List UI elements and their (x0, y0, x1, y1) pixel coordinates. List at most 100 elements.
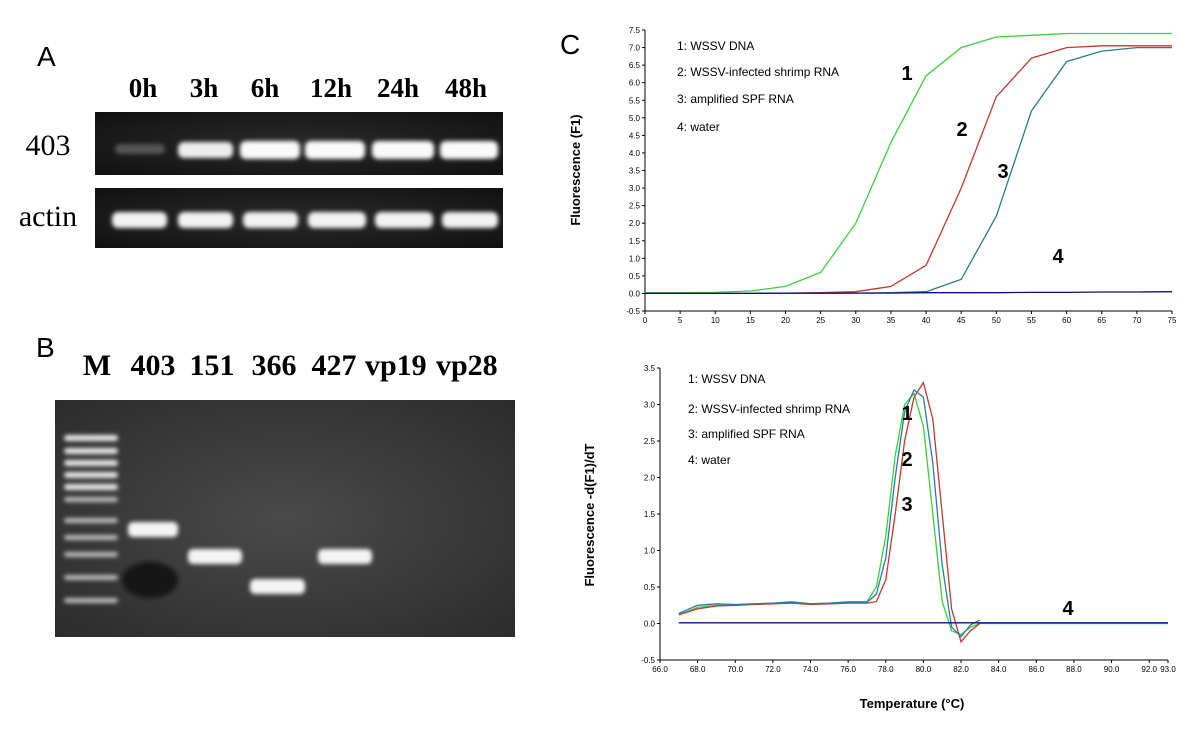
x-tick-label: 0 (643, 316, 648, 325)
x-tick-label: 84.0 (991, 665, 1007, 674)
ladder-band (64, 552, 118, 557)
y-tick-label: 1.0 (644, 547, 656, 556)
lane-label: vp19 (365, 349, 427, 382)
row-label: actin (19, 200, 77, 233)
band (128, 522, 178, 537)
panel-label: A (37, 41, 56, 72)
lane-label: M (83, 349, 111, 382)
y-tick-label: 2.0 (644, 474, 656, 483)
y-axis-label: Fluorescence (F1) (568, 114, 583, 225)
series-line (645, 32, 1172, 294)
legend-entry: 4: water (688, 453, 731, 467)
legend-entry: 4: water (677, 120, 720, 134)
ladder-band (64, 472, 118, 478)
gel-403 (95, 112, 503, 175)
band (440, 141, 498, 159)
x-tick-label: 75 (1168, 316, 1177, 325)
y-tick-label: 5.5 (629, 96, 641, 105)
legend-entry: 1: WSSV DNA (677, 39, 754, 53)
y-tick-label: 7.5 (629, 26, 641, 35)
band (318, 549, 372, 564)
x-tick-label: 93.0 (1160, 665, 1176, 674)
legend-entry: 2: WSSV-infected shrimp RNA (677, 65, 839, 79)
y-tick-label: 0.5 (644, 583, 656, 592)
series-line (645, 291, 1173, 295)
x-tick-label: 35 (886, 316, 895, 325)
y-tick-label: 1.5 (644, 510, 656, 519)
legend-entry: 3: amplified SPF RNA (677, 92, 794, 106)
band (112, 212, 167, 228)
y-tick-label: 6.0 (629, 79, 641, 88)
x-tick-label: 30 (851, 316, 860, 325)
ladder-band (64, 535, 118, 540)
gel-b (55, 400, 515, 637)
y-tick-label: 3.5 (644, 364, 656, 373)
y-tick-label: 0.5 (629, 272, 641, 281)
x-tick-label: 45 (957, 316, 966, 325)
x-tick-label: 68.0 (690, 665, 706, 674)
y-tick-label: -0.5 (626, 307, 640, 316)
x-tick-label: 66.0 (652, 665, 668, 674)
ladder (64, 435, 118, 603)
x-tick-label: 88.0 (1066, 665, 1082, 674)
band (115, 144, 165, 154)
ladder-band (64, 518, 118, 523)
band (178, 212, 233, 228)
x-tick-label: 74.0 (803, 665, 819, 674)
y-tick-label: 3.0 (644, 401, 656, 410)
ladder-band (64, 448, 118, 454)
ladder-band (64, 435, 118, 441)
band (372, 141, 434, 159)
y-tick-label: 4.5 (629, 131, 641, 140)
smear (122, 562, 178, 598)
y-tick-label: 2.5 (644, 437, 656, 446)
lane-label: 3h (190, 73, 219, 103)
x-tick-label: 70 (1132, 316, 1141, 325)
x-tick-label: 90.0 (1104, 665, 1120, 674)
band (250, 579, 305, 594)
y-tick-label: 0.0 (629, 289, 641, 298)
annotation: 1 (901, 403, 912, 425)
row-label: 403 (26, 129, 71, 162)
band (305, 141, 365, 159)
y-tick-label: -0.5 (641, 656, 655, 665)
x-tick-label: 25 (816, 316, 825, 325)
x-tick-label: 76.0 (840, 665, 856, 674)
ladder-band (64, 575, 118, 580)
band (308, 212, 366, 228)
x-tick-label: 60 (1062, 316, 1071, 325)
ladder-band (64, 598, 118, 603)
legend-entry: 2: WSSV-infected shrimp RNA (688, 402, 850, 416)
band (243, 212, 298, 228)
x-axis-label: Temperature (°C) (860, 696, 965, 711)
x-tick-label: 70.0 (727, 665, 743, 674)
band (375, 212, 433, 228)
ladder-band (64, 484, 118, 490)
annotation: 3 (901, 494, 912, 516)
x-tick-label: 40 (922, 316, 931, 325)
x-tick-label: 5 (678, 316, 683, 325)
band (178, 142, 233, 158)
lane-label: vp28 (436, 349, 498, 382)
lane-label: 12h (310, 73, 352, 103)
bands (112, 141, 498, 598)
lane-label: 6h (251, 73, 280, 103)
series-line (678, 380, 981, 644)
legend-entry: 1: WSSV DNA (688, 372, 765, 386)
annotation: 4 (1062, 598, 1074, 620)
x-tick-label: 15 (746, 316, 755, 325)
x-tick-label: 92.0 (1141, 665, 1157, 674)
x-tick-label: 10 (711, 316, 720, 325)
annotation: 4 (1052, 246, 1064, 268)
panel-label: C (560, 29, 580, 60)
band (442, 212, 498, 228)
y-tick-label: 3.0 (629, 184, 641, 193)
y-tick-label: 2.0 (629, 219, 641, 228)
y-tick-label: 6.5 (629, 61, 641, 70)
ladder-band (64, 497, 118, 502)
annotation: 2 (901, 449, 912, 471)
legend-entry: 3: amplified SPF RNA (688, 427, 805, 441)
y-tick-label: 1.0 (629, 254, 641, 263)
